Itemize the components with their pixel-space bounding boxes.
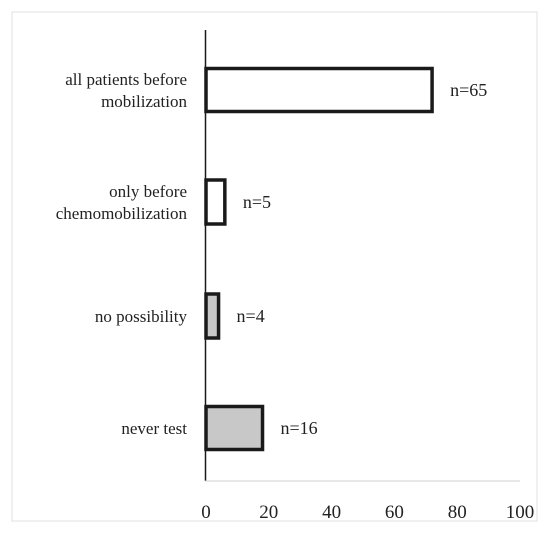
category-label-2: no possibility [95, 307, 188, 326]
data-label-3: n=16 [281, 418, 318, 438]
x-tick-label-0: 0 [201, 502, 211, 523]
chart-frame [11, 11, 538, 522]
category-labels-group: all patients before mobilization only befo… [56, 70, 188, 438]
bar-1 [204, 178, 227, 226]
data-label-1: n=5 [243, 192, 271, 212]
category-label-line: mobilization [101, 92, 187, 111]
x-tick-labels-group: 0 20 40 60 80 100 [201, 502, 534, 523]
bar-0 [204, 66, 434, 114]
data-labels-group: n=65 n=5 n=4 n=16 [237, 80, 488, 438]
category-label-0: all patients before mobilization [65, 70, 187, 111]
bars-group [204, 66, 434, 452]
x-tick-label-2: 40 [322, 502, 341, 523]
data-label-0: n=65 [450, 80, 487, 100]
x-tick-label-3: 60 [385, 502, 404, 523]
category-label-line: no possibility [95, 307, 188, 326]
category-label-line: never test [121, 419, 187, 438]
bar-3 [204, 404, 265, 452]
x-tick-label-1: 20 [259, 502, 278, 523]
category-label-line: only before [109, 182, 187, 201]
x-tick-label-5: 100 [506, 502, 535, 523]
category-label-line: all patients before [65, 70, 187, 89]
x-tick-label-4: 80 [448, 502, 467, 523]
category-label-3: never test [121, 419, 187, 438]
category-label-line: chemomobilization [56, 204, 188, 223]
category-label-1: only before chemomobilization [56, 182, 188, 223]
data-label-2: n=4 [237, 306, 265, 326]
bar-2 [204, 292, 221, 340]
